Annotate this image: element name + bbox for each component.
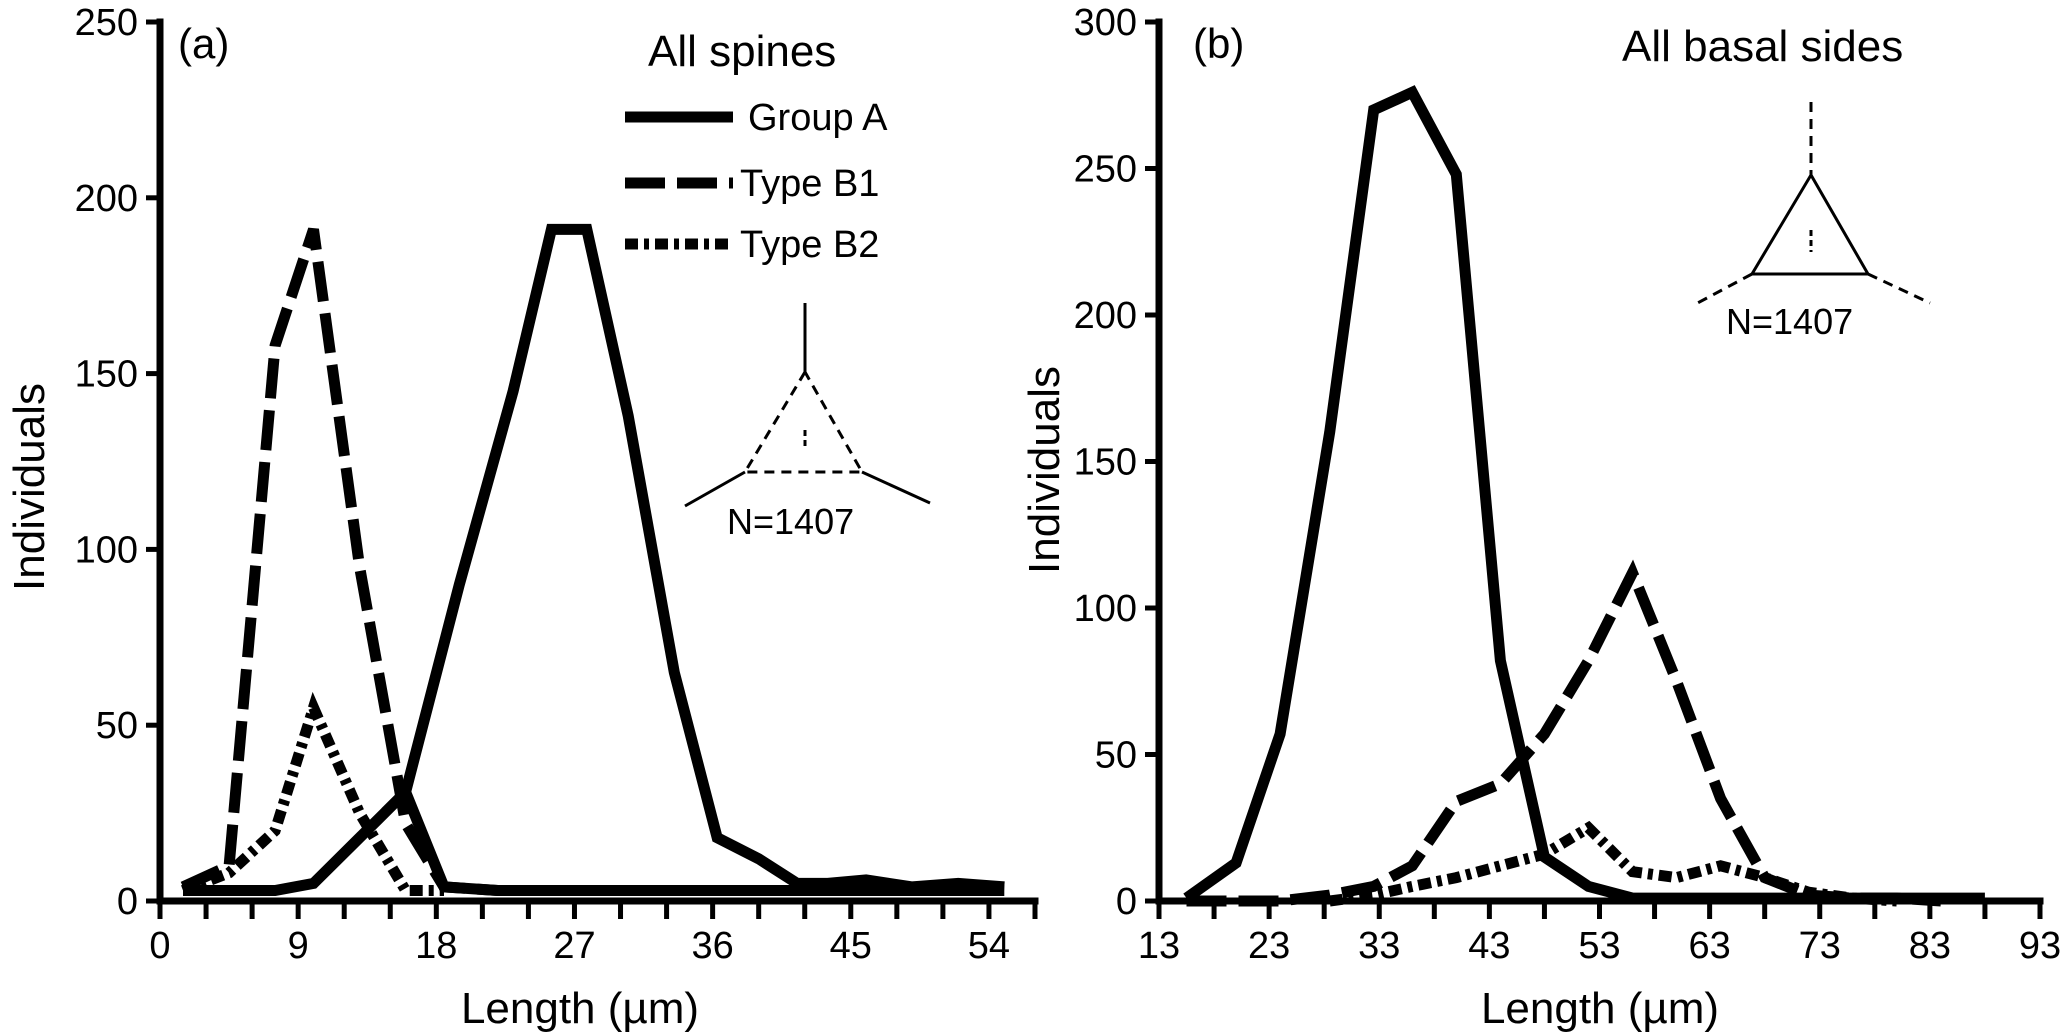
x-tick-label: 23 — [1248, 925, 1290, 967]
legend-label-type-b2: Type B2 — [740, 224, 879, 266]
panel-a-xlabel: Length (µm) — [461, 984, 699, 1033]
x-tick-label: 53 — [1578, 925, 1620, 967]
x-tick-label: 36 — [691, 925, 733, 967]
panel-b-label: (b) — [1193, 20, 1244, 67]
x-tick-label: 54 — [968, 925, 1010, 967]
y-tick-label: 150 — [75, 354, 138, 396]
series-line-group-a — [183, 782, 1005, 896]
series-line-type-b1 — [1186, 559, 1942, 907]
y-tick-label: 50 — [96, 705, 138, 747]
inset-tetrahedron-spines: N=1407 — [684, 303, 931, 542]
y-tick-label: 0 — [1116, 881, 1137, 923]
series-line-type-b2 — [181, 691, 444, 896]
panel-a-label: (a) — [178, 20, 229, 67]
x-tick-label: 83 — [1909, 925, 1951, 967]
inset-tetrahedron-basal: N=1407 — [1691, 102, 1931, 342]
panel-b: (b) All basal sides N=1407 Individuals L… — [1020, 2, 2061, 1033]
panel-b-title: All basal sides — [1622, 22, 1903, 71]
series-line-type-b2 — [1328, 820, 1898, 907]
panel-b-ylabel: Individuals — [1020, 366, 1069, 574]
x-tick-label: 43 — [1468, 925, 1510, 967]
panel-a-ylabel: Individuals — [5, 383, 54, 591]
y-tick-label: 150 — [1074, 442, 1137, 484]
panel-a-title: All spines — [648, 27, 836, 76]
legend-label-group-a: Group A — [748, 97, 888, 139]
y-tick-label: 200 — [75, 178, 138, 220]
series-line-group-a — [1183, 85, 1985, 904]
x-tick-label: 18 — [415, 925, 457, 967]
y-tick-label: 250 — [1074, 149, 1137, 191]
panel-b-xlabel: Length (µm) — [1481, 984, 1719, 1033]
x-tick-label: 93 — [2019, 925, 2061, 967]
x-tick-label: 13 — [1138, 925, 1180, 967]
y-tick-label: 100 — [1074, 588, 1137, 630]
x-tick-label: 33 — [1358, 925, 1400, 967]
panel-a: (a) All spines Group A Type B1 Type B2 N… — [5, 2, 1039, 1033]
series-line-group-a-peak- — [400, 223, 1005, 893]
panel-a-inset-label: N=1407 — [727, 501, 854, 542]
y-tick-label: 50 — [1095, 735, 1137, 777]
x-tick-label: 27 — [553, 925, 595, 967]
legend-label-type-b1: Type B1 — [740, 163, 879, 205]
y-tick-label: 200 — [1074, 295, 1137, 337]
y-tick-label: 250 — [75, 2, 138, 44]
x-tick-label: 45 — [830, 925, 872, 967]
panel-b-inset-label: N=1407 — [1726, 301, 1853, 342]
x-tick-label: 0 — [149, 925, 170, 967]
x-tick-label: 63 — [1688, 925, 1730, 967]
x-tick-label: 9 — [288, 925, 309, 967]
y-tick-label: 0 — [117, 881, 138, 923]
y-tick-label: 100 — [75, 529, 138, 571]
y-tick-label: 300 — [1074, 2, 1137, 44]
legend: Group A Type B1 Type B2 — [625, 97, 888, 266]
series-line-type-b1 — [180, 227, 499, 896]
x-tick-label: 73 — [1799, 925, 1841, 967]
